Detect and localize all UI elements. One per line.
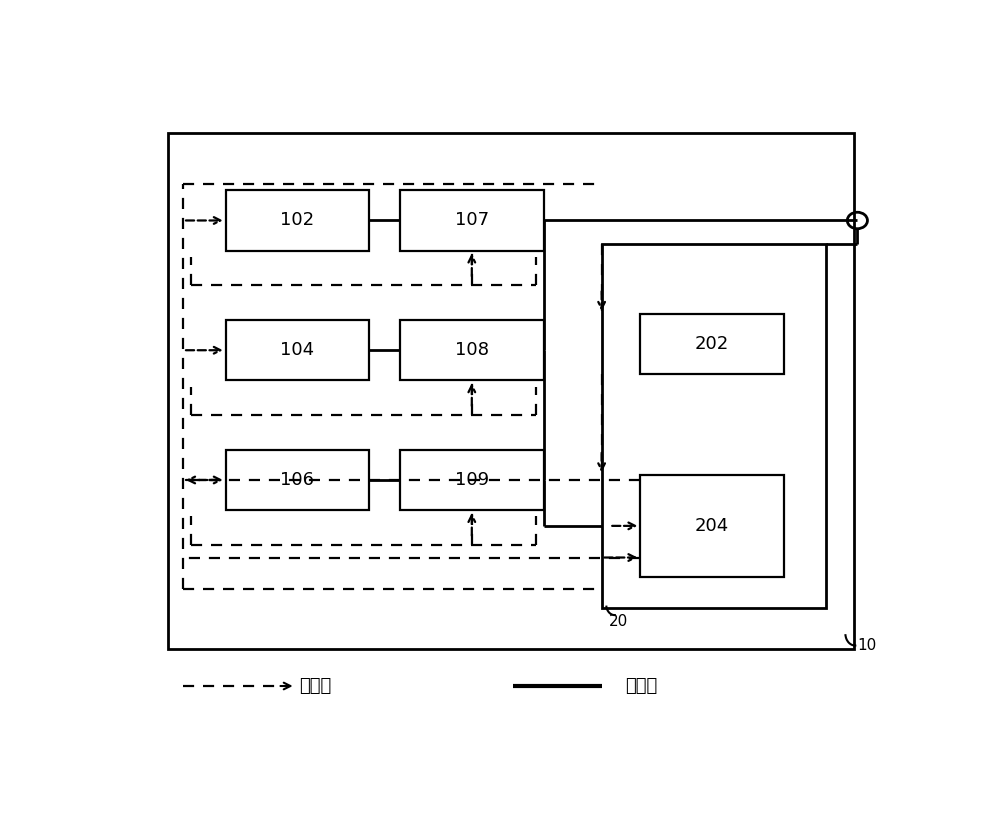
- Bar: [602, 244, 826, 608]
- Text: 电源线: 电源线: [625, 677, 657, 695]
- Text: 20: 20: [609, 615, 629, 630]
- Text: 109: 109: [455, 471, 489, 489]
- Bar: [400, 450, 544, 510]
- Bar: [226, 320, 369, 381]
- Bar: [226, 450, 369, 510]
- Bar: [168, 133, 854, 649]
- Bar: [400, 191, 544, 251]
- Bar: [640, 314, 784, 374]
- Text: 106: 106: [280, 471, 314, 489]
- Text: 107: 107: [455, 211, 489, 229]
- Text: 信号线: 信号线: [299, 677, 332, 695]
- Bar: [226, 191, 369, 251]
- Text: 204: 204: [695, 517, 729, 535]
- Bar: [640, 475, 784, 576]
- Text: 10: 10: [857, 638, 877, 653]
- Bar: [400, 320, 544, 381]
- Text: 104: 104: [280, 341, 314, 359]
- Text: 108: 108: [455, 341, 489, 359]
- Text: 202: 202: [695, 335, 729, 353]
- Text: 102: 102: [280, 211, 314, 229]
